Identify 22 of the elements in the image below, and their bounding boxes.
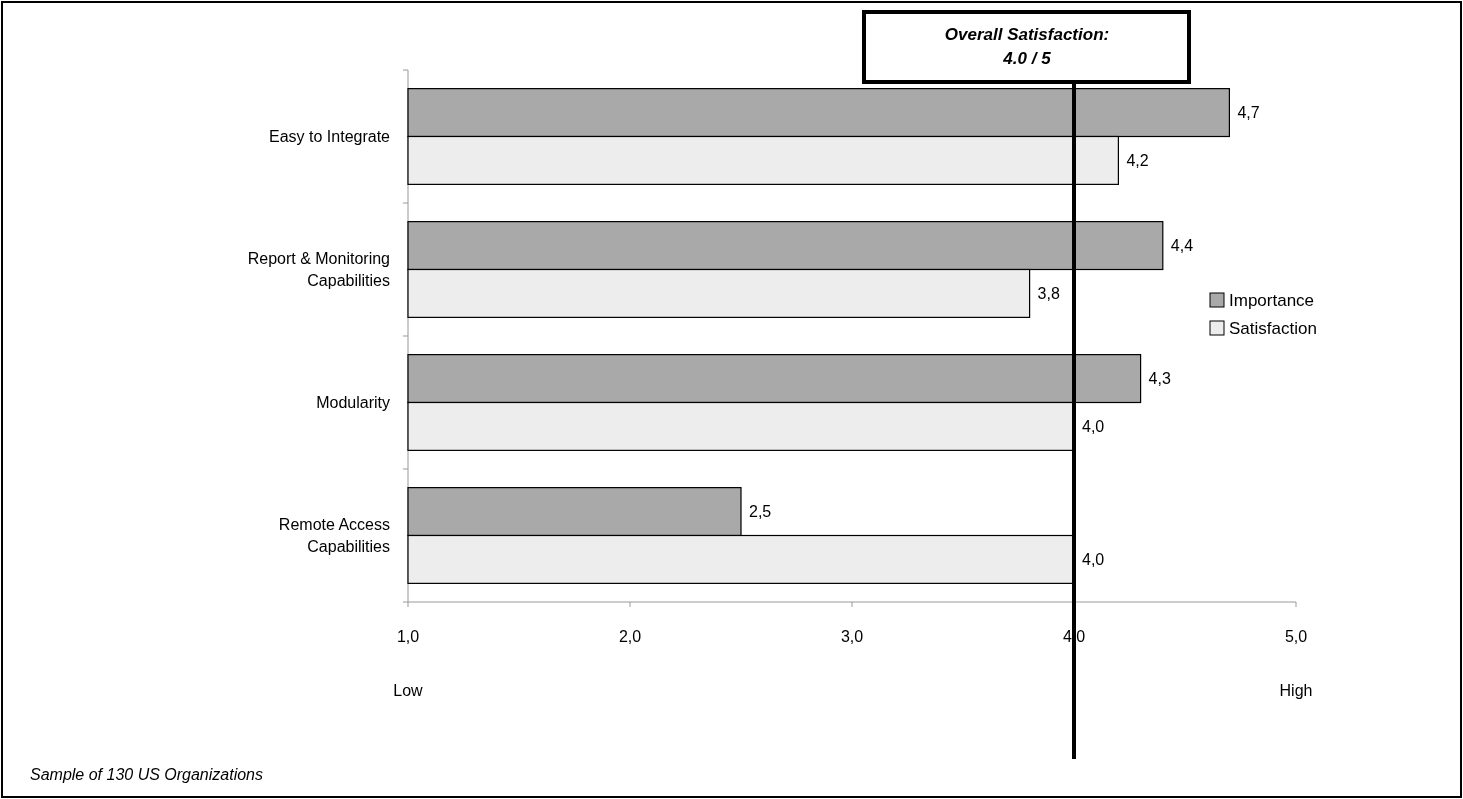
y-tick-label: Remote Access Capabilities xyxy=(278,516,390,556)
data-label: 4,0 xyxy=(1082,551,1105,569)
data-label: 4,4 xyxy=(1170,237,1194,255)
x-tick-label: 1,0 xyxy=(396,628,420,645)
x-tick-label: 5,0 xyxy=(1284,628,1308,645)
data-label: 4,3 xyxy=(1148,370,1171,388)
text: Low xyxy=(393,682,424,699)
data-label: 4,7 xyxy=(1237,104,1260,122)
text: High xyxy=(1279,682,1313,699)
data-label: 2,5 xyxy=(749,503,772,521)
legend-label: Importance xyxy=(1229,290,1315,310)
legend-label: Satisfaction xyxy=(1229,318,1317,338)
ref-line-label: Overall Satisfaction: 4.0 / 5 xyxy=(944,25,1110,68)
data-label: 4,0 xyxy=(1082,418,1105,436)
data-label: 4,2 xyxy=(1126,152,1149,170)
y-tick-label: Report & Monitoring Capabilities xyxy=(247,250,390,290)
text: Sample of 130 US Organizations xyxy=(30,766,264,783)
y-tick-label: Modularity xyxy=(316,394,390,412)
data-label: 3,8 xyxy=(1037,285,1060,303)
x-tick-label: 2,0 xyxy=(618,628,642,645)
x-tick-label: 3,0 xyxy=(840,628,864,645)
y-tick-label: Easy to Integrate xyxy=(269,128,391,146)
